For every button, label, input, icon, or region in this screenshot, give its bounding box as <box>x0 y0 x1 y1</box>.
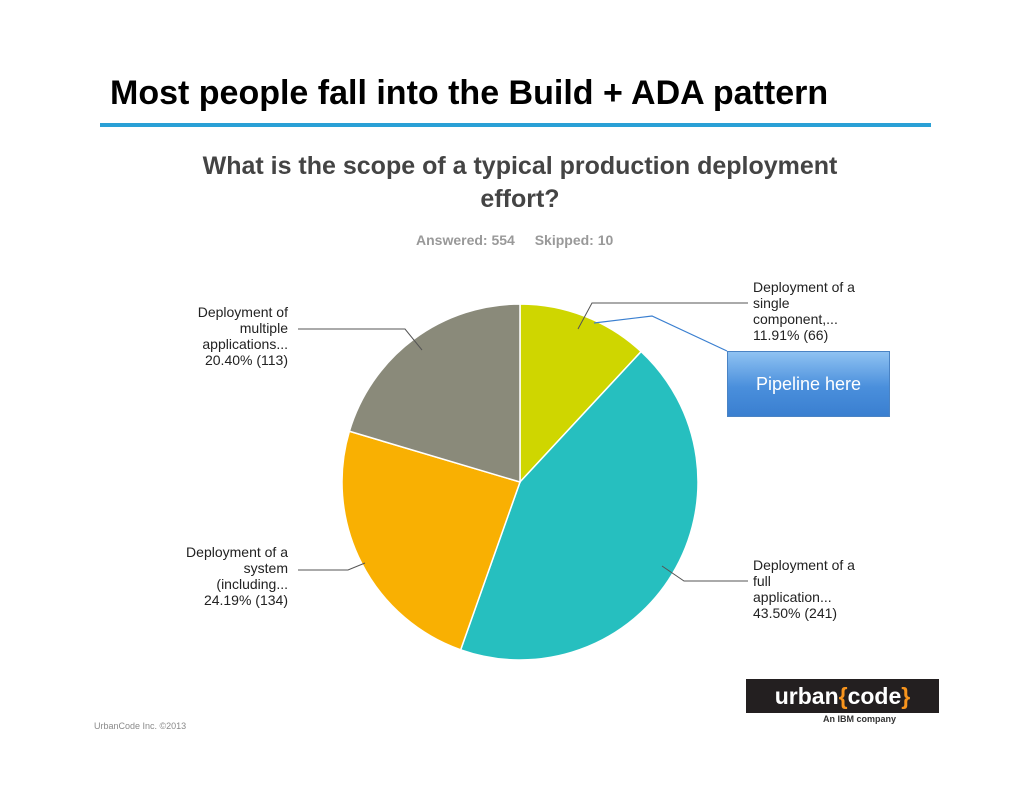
chart-title: What is the scope of a typical productio… <box>202 152 838 213</box>
label-full-application: Deployment of a full application... 43.5… <box>753 557 855 621</box>
logo-tagline: An IBM company <box>823 714 897 724</box>
copyright-footer: UrbanCode Inc. ©2013 <box>94 721 187 731</box>
leader-system <box>298 562 366 571</box>
title-rule <box>100 123 931 127</box>
leader-full-application <box>661 565 748 582</box>
urbancode-logo: urban{code} <box>746 679 939 713</box>
leader-multiple-applications <box>298 328 423 351</box>
label-single-component: Deployment of a single component,... 11.… <box>753 279 855 343</box>
pie-slice-full-application <box>459 350 699 661</box>
pie-slice-system <box>341 430 521 651</box>
label-multiple-applications: Deployment of multiple applications... 2… <box>197 304 288 368</box>
answered-count: Answered: 554 <box>416 232 515 248</box>
slide-title: Most people fall into the Build + ADA pa… <box>110 74 829 112</box>
label-system: Deployment of a system (including... 24.… <box>186 544 288 608</box>
response-stats: Answered: 554 Skipped: 10 <box>416 232 629 248</box>
pipeline-callout: Pipeline here <box>727 351 890 417</box>
skipped-count: Skipped: 10 <box>534 232 614 248</box>
leader-single-component <box>577 302 748 330</box>
callout-pointer <box>593 315 728 352</box>
